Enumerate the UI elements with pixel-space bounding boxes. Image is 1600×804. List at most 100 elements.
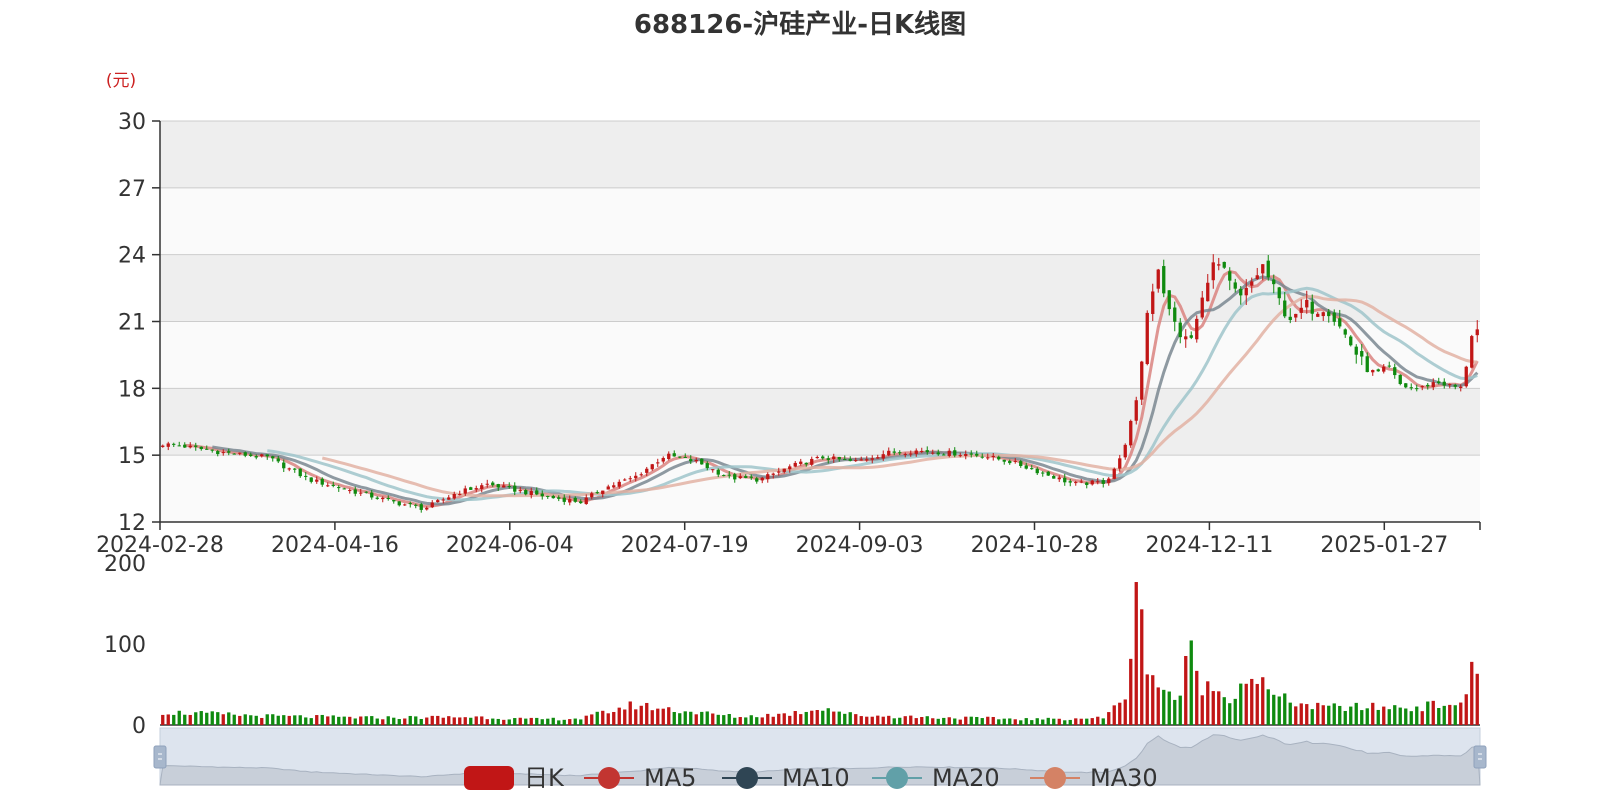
grid-band xyxy=(160,254,1480,322)
volume-bar xyxy=(1294,706,1298,725)
volume-bar xyxy=(1244,683,1248,725)
volume-bar xyxy=(843,713,847,725)
volume-bar xyxy=(744,717,748,725)
volume-bar xyxy=(573,718,577,725)
datazoom-slider[interactable] xyxy=(153,727,1487,786)
candle-body xyxy=(1360,351,1364,357)
candle-body xyxy=(1354,346,1358,355)
volume-bar xyxy=(1173,699,1177,725)
candle-body xyxy=(744,476,748,478)
candle-body xyxy=(1046,471,1050,476)
volume-bar xyxy=(623,709,627,725)
volume-bar xyxy=(1415,706,1419,725)
candle-body xyxy=(364,491,368,493)
volume-series xyxy=(161,582,1479,725)
volume-bar xyxy=(1277,696,1281,725)
legend-label: MA20 xyxy=(932,764,1000,792)
volume-bar xyxy=(1123,699,1127,725)
candle-body xyxy=(909,453,913,455)
candle-body xyxy=(1222,261,1226,268)
candle-body xyxy=(749,476,753,478)
volume-bar xyxy=(975,716,979,725)
candle-body xyxy=(760,477,764,481)
candle-body xyxy=(865,459,869,461)
candle-body xyxy=(617,481,621,487)
volume-bar xyxy=(1255,683,1259,725)
candle-body xyxy=(342,488,346,490)
legend-label: MA30 xyxy=(1090,764,1158,792)
candle-body xyxy=(199,446,203,450)
volume-bar xyxy=(997,719,1001,725)
candle-body xyxy=(1393,367,1397,376)
volume-bar xyxy=(606,713,610,725)
candle-body xyxy=(1211,262,1215,281)
volume-bar xyxy=(386,716,390,725)
volume-bar xyxy=(1266,689,1270,725)
candle-body xyxy=(634,475,638,479)
volume-bar xyxy=(722,715,726,725)
volume-bar xyxy=(364,716,368,725)
volume-bar xyxy=(793,711,797,725)
volume-bar xyxy=(909,715,913,725)
candle-body xyxy=(1420,386,1424,388)
volume-bar xyxy=(425,717,429,725)
volume-bar xyxy=(304,717,308,725)
volume-bar xyxy=(205,712,209,725)
candle-body xyxy=(1052,475,1056,479)
volume-bar xyxy=(1360,710,1364,725)
candle-body xyxy=(1431,382,1435,387)
volume-bar xyxy=(986,716,990,725)
volume-bar xyxy=(1206,681,1210,725)
volume-bar xyxy=(381,719,385,725)
volume-bar xyxy=(958,719,962,725)
volume-bar xyxy=(1393,705,1397,725)
candle-body xyxy=(700,458,704,465)
candle-body xyxy=(568,499,572,503)
candle-body xyxy=(1173,307,1177,322)
volume-bar xyxy=(287,715,291,725)
candle-body xyxy=(1151,291,1155,314)
candle-body xyxy=(1129,420,1133,446)
volume-bar xyxy=(1409,711,1413,725)
volume-bar xyxy=(832,711,836,725)
candle-body xyxy=(733,474,737,480)
volume-bar xyxy=(1272,694,1276,725)
candle-body xyxy=(397,501,401,506)
candle-body xyxy=(436,500,440,503)
volume-bar xyxy=(1118,702,1122,725)
volume-bar xyxy=(1261,677,1265,725)
price-tick-label: 18 xyxy=(118,377,146,402)
volume-bar xyxy=(524,718,528,725)
volume-bar xyxy=(210,711,214,725)
volume-bar xyxy=(1090,718,1094,725)
candle-body xyxy=(573,497,577,502)
volume-bar xyxy=(1151,675,1155,725)
candle-body xyxy=(656,462,660,464)
candle-body xyxy=(1112,468,1116,479)
chart-legend: 日K MA5 MA10 MA20 MA30 xyxy=(464,764,1158,792)
candle-body xyxy=(1217,264,1221,266)
candle-body xyxy=(997,456,1001,460)
legend-label: MA5 xyxy=(644,764,696,792)
candle-body xyxy=(810,458,814,465)
volume-bar xyxy=(1019,720,1023,725)
legend-candle-swatch xyxy=(464,766,514,790)
volume-bar xyxy=(1453,705,1457,725)
volume-tick-label: 0 xyxy=(132,714,146,739)
volume-bar xyxy=(568,719,572,725)
volume-bar xyxy=(562,719,566,725)
candle-body xyxy=(579,501,583,504)
candle-body xyxy=(1178,322,1182,338)
candle-body xyxy=(1338,318,1342,327)
volume-bar xyxy=(727,714,731,725)
volume-bar xyxy=(1442,705,1446,725)
volume-bar xyxy=(1002,718,1006,725)
volume-bar xyxy=(1459,702,1463,725)
volume-bar xyxy=(172,714,176,725)
candle-body xyxy=(205,448,209,450)
volume-bar xyxy=(639,705,643,725)
volume-bar xyxy=(1068,719,1072,725)
candle-body xyxy=(887,450,891,456)
volume-bar xyxy=(315,715,319,725)
volume-bar xyxy=(1338,705,1342,725)
